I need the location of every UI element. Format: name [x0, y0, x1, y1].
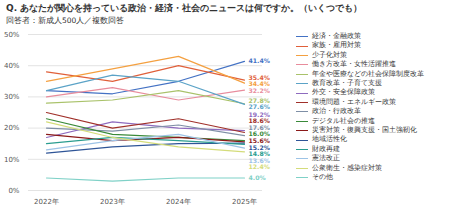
html-text:Q. あなたが関心を持っている政治・経済・社会のニュースは何: Q. あなたが関心を持っている政治・経済・社会のニュースは何ですか。（いくつでも… — [6, 3, 363, 13]
html-text:その他: その他 — [312, 173, 333, 182]
html-text:憲法改正: 憲法改正 — [312, 154, 340, 163]
svg-text:12.4%: 12.4% — [249, 163, 270, 170]
svg-text:32.2%: 32.2% — [249, 87, 270, 94]
svg-text:2025年: 2025年 — [232, 198, 257, 206]
svg-text:2023年: 2023年 — [100, 198, 125, 206]
svg-text:16.0%: 16.0% — [248, 130, 270, 138]
svg-text:2022年: 2022年 — [34, 198, 59, 206]
svg-text:0%: 0% — [8, 187, 19, 195]
svg-text:41.4%: 41.4% — [249, 57, 270, 64]
svg-text:30%: 30% — [4, 93, 20, 101]
svg-text:13.6%: 13.6% — [248, 156, 270, 164]
svg-text:14.8%: 14.8% — [248, 150, 270, 158]
svg-text:34.4%: 34.4% — [248, 80, 270, 88]
html-text:外交・安全保障政策: 外交・安全保障政策 — [312, 88, 375, 97]
html-text:地域活性化: 地域活性化 — [312, 135, 347, 144]
svg-text:10%: 10% — [4, 156, 20, 164]
html-text:経済・金融政策: 経済・金融政策 — [312, 32, 361, 40]
html-text:財政再建: 財政再建 — [312, 144, 340, 153]
html-text:回答者：新成人500人／複数回答: 回答者：新成人500人／複数回答 — [6, 16, 125, 25]
svg-text:17.6%: 17.6% — [248, 123, 270, 131]
html-text:少子化対策: 少子化対策 — [312, 50, 347, 59]
html-text:災害対策・復興支援・国土強靭化: 災害対策・復興支援・国土強靭化 — [312, 126, 417, 135]
svg-text:40%: 40% — [4, 62, 20, 70]
svg-text:27.6%: 27.6% — [249, 103, 270, 110]
svg-text:4.0%: 4.0% — [249, 174, 266, 181]
svg-text:2024年: 2024年 — [166, 198, 191, 206]
svg-text:18.6%: 18.6% — [248, 117, 270, 125]
html-text:年金や医療などの社会保障制度改革: 年金や医療などの社会保障制度改革 — [312, 69, 424, 78]
html-text:環境問題・エネルギー政策: 環境問題・エネルギー政策 — [312, 97, 396, 106]
html-text:政治・行政改革: 政治・行政改革 — [312, 107, 361, 116]
svg-text:50%: 50% — [4, 31, 20, 39]
svg-text:27.8%: 27.8% — [248, 96, 270, 104]
svg-text:15.2%: 15.2% — [248, 143, 270, 151]
html-text:デジタル社会の推進: デジタル社会の推進 — [312, 116, 375, 125]
html-text:公衆衛生・感染症対策: 公衆衛生・感染症対策 — [312, 163, 382, 172]
svg-text:15.6%: 15.6% — [248, 136, 270, 144]
svg-text:35.4%: 35.4% — [248, 73, 270, 81]
html-text:家族・雇用対策: 家族・雇用対策 — [312, 41, 361, 50]
svg-text:19.2%: 19.2% — [248, 110, 270, 118]
svg-text:20%: 20% — [4, 124, 20, 132]
html-text:教育改革・子育て支援: 教育改革・子育て支援 — [312, 79, 382, 87]
html-text:働き方改革・女性活躍推進: 働き方改革・女性活躍推進 — [312, 60, 396, 69]
